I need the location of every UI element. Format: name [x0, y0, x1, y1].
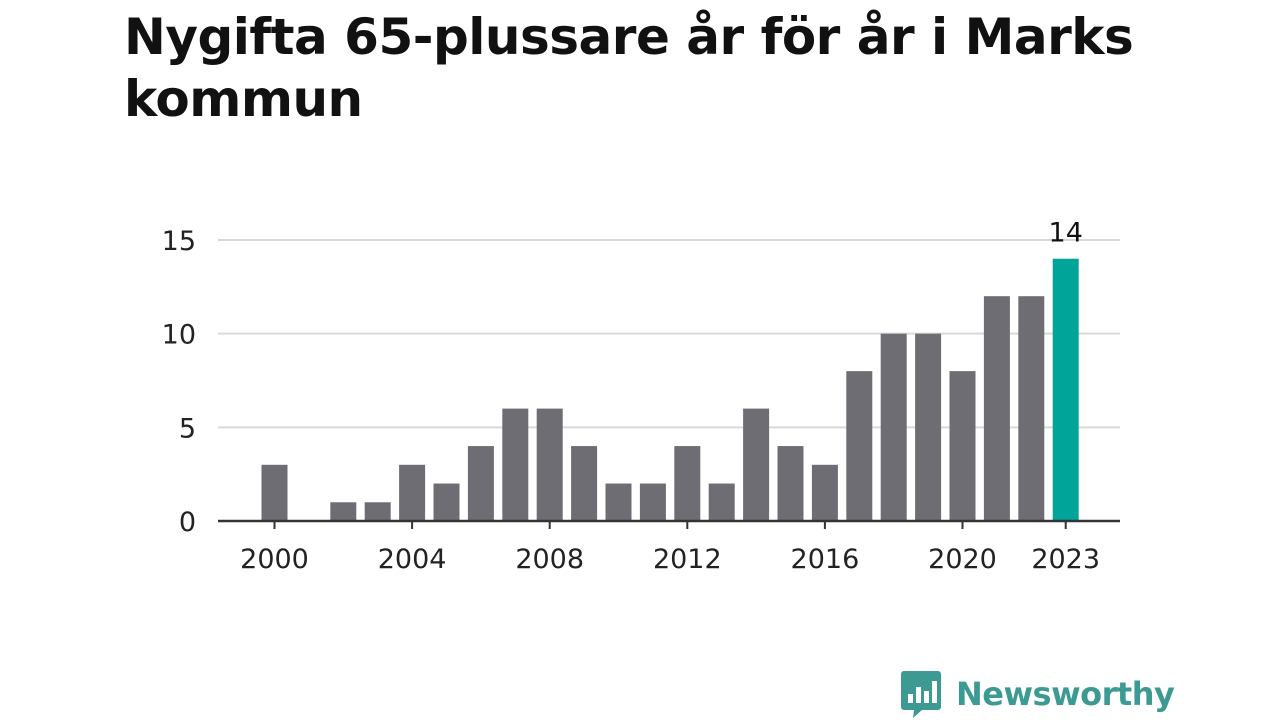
- x-tick-label: 2004: [378, 544, 447, 575]
- data-label: 14: [1049, 218, 1083, 249]
- bar: [708, 483, 735, 521]
- bar: [743, 408, 770, 521]
- bar: [846, 371, 873, 521]
- x-tick-label: 2016: [791, 544, 860, 575]
- bar: [536, 408, 563, 521]
- x-tick-label: 2008: [515, 544, 584, 575]
- brand-name: Newsworthy: [956, 675, 1175, 713]
- bar: [639, 483, 666, 521]
- bar: [364, 502, 391, 521]
- bar: [949, 371, 976, 521]
- bar: [605, 483, 632, 521]
- bar: [1052, 258, 1079, 521]
- y-tick-label: 5: [179, 413, 196, 444]
- bar: [467, 446, 494, 521]
- bar: [811, 464, 838, 521]
- newsworthy-logo-icon: [901, 671, 941, 718]
- bar: [983, 296, 1010, 521]
- bar: [571, 446, 598, 521]
- bar: [399, 464, 426, 521]
- bar: [674, 446, 701, 521]
- x-tick-label: 2023: [1031, 544, 1100, 575]
- x-tick-label: 2012: [653, 544, 722, 575]
- x-tick-label: 2000: [240, 544, 309, 575]
- y-tick-label: 15: [162, 226, 196, 257]
- chart-title: Nygifta 65-plussare år för år i Marks ko…: [124, 8, 1134, 128]
- bar: [880, 333, 907, 521]
- y-tick-label: 10: [162, 320, 196, 351]
- bar: [1018, 296, 1045, 521]
- y-tick-label: 0: [179, 507, 196, 538]
- bar: [261, 464, 288, 521]
- x-tick-label: 2020: [928, 544, 997, 575]
- bar: [433, 483, 460, 521]
- bar: [502, 408, 529, 521]
- bar: [915, 333, 942, 521]
- bar: [777, 446, 804, 521]
- brand-logo: Newsworthy: [900, 668, 1175, 720]
- bar: [330, 502, 357, 521]
